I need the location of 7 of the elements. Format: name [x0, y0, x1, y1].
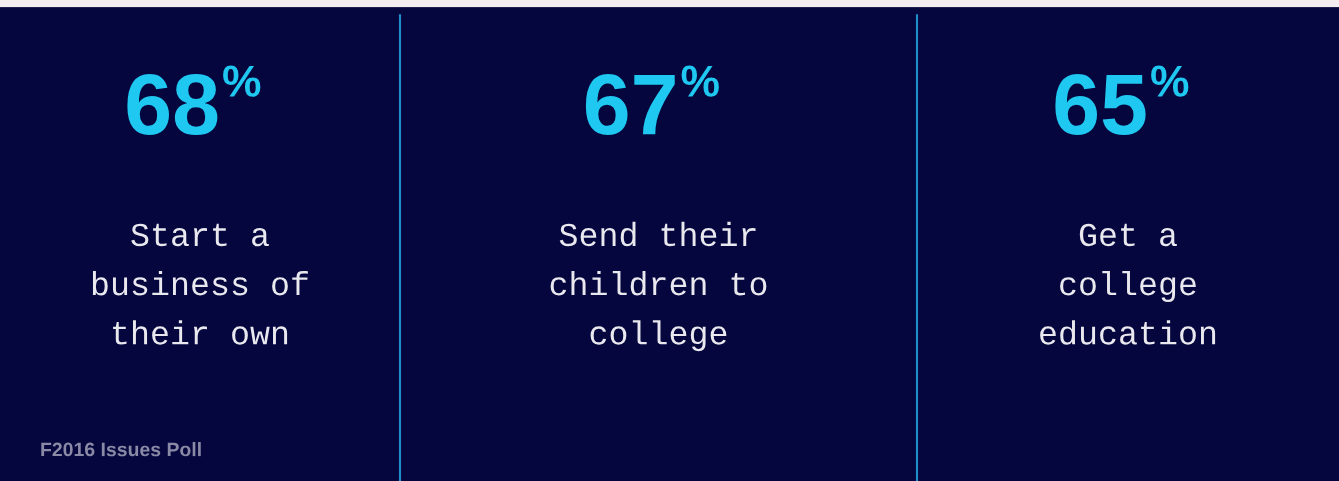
data-label: 67%: [585, 65, 719, 136]
category-label: Send their children to college: [550, 221, 767, 352]
data-label: 68%: [127, 65, 261, 136]
category-label: Start a business of their own: [92, 223, 308, 345]
category-label: Get a college education: [1040, 223, 1216, 345]
data-label: 65%: [1055, 65, 1189, 136]
text: F2016 Issues Poll: [41, 442, 201, 457]
